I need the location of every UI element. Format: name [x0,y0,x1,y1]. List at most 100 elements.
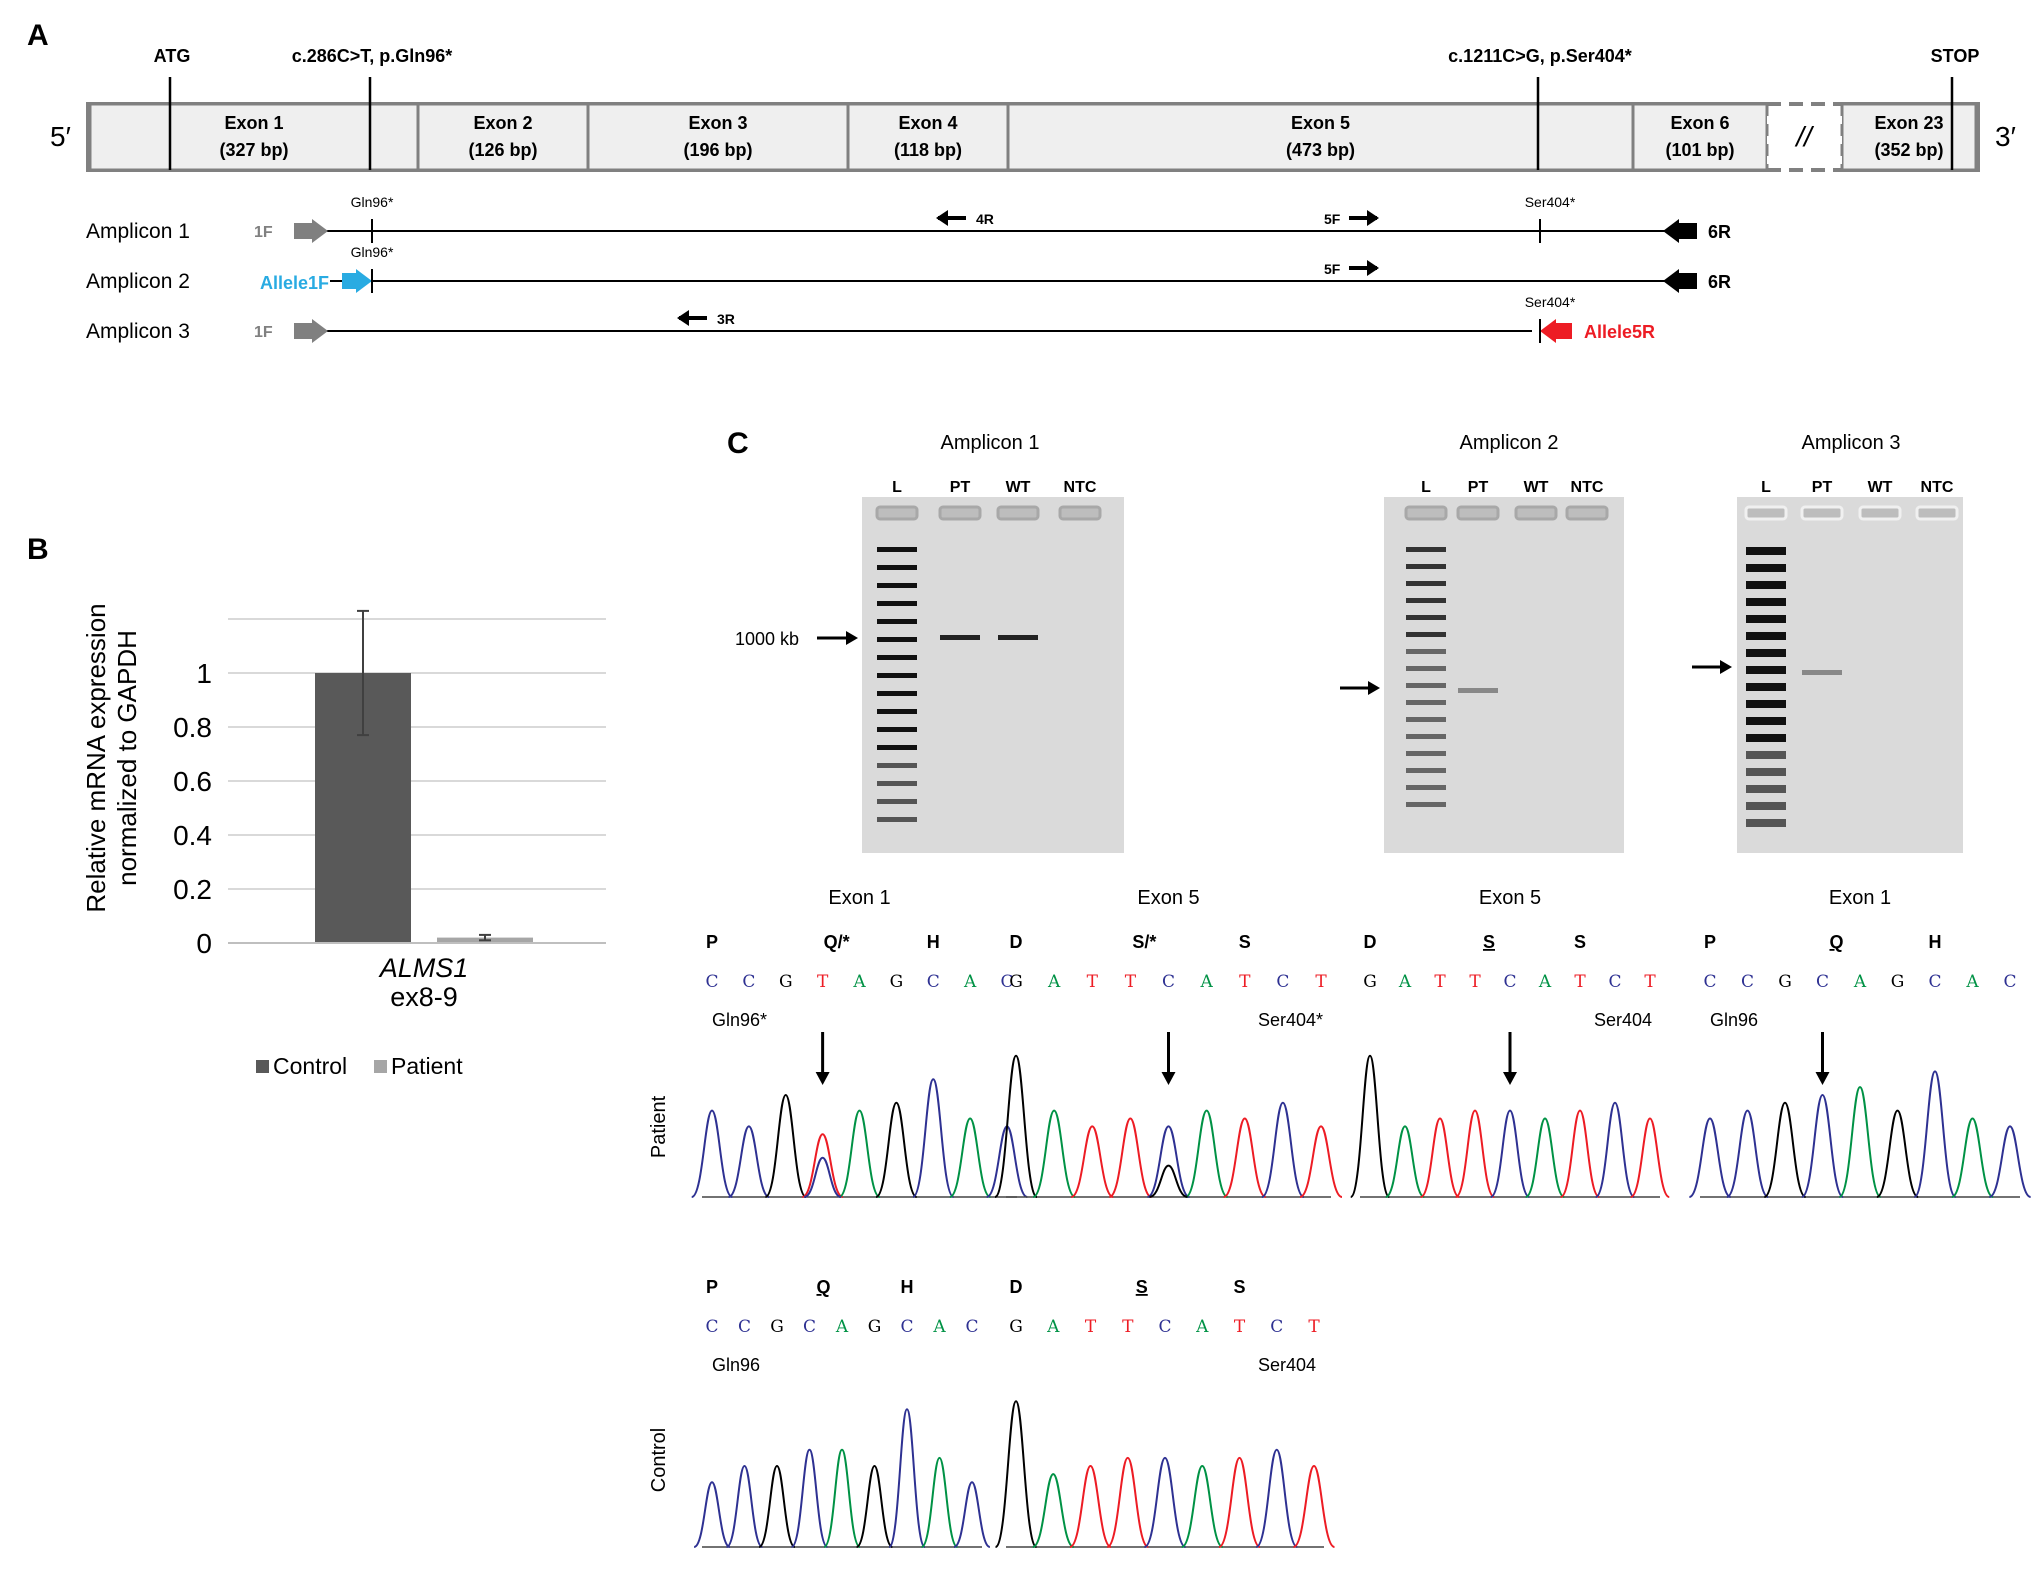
gel-well [1456,505,1500,521]
trace-peak [1032,1473,1075,1548]
base-call: C [705,972,718,992]
trace-peak [1108,1117,1152,1198]
trace-peak [912,1078,955,1198]
ladder-band [877,709,917,714]
lane-label: WT [1868,479,1893,496]
base-call: T [1308,1317,1320,1337]
amino-acid-label: S [1239,932,1251,952]
gel-title: Amplicon 2 [1460,432,1559,454]
sample-band [1458,688,1498,693]
ladder-band [1746,768,1786,776]
base-call: C [1158,1317,1171,1337]
break-dash [1767,102,1842,172]
trace-peak [838,1109,881,1198]
exon-size: (473 bp) [1286,140,1355,160]
ladder-band [877,799,917,804]
variant-note: Ser404 [1594,1010,1652,1030]
lane-label: PT [1812,479,1833,496]
primer-label-4r: 4R [976,211,994,227]
ladder-band [1406,751,1446,756]
trace-peak [1185,1109,1229,1198]
reverse-primer-arrow [1663,219,1697,243]
trace-peak [728,1125,770,1198]
y-axis-label: Relative mRNA expressionnormalized to GA… [81,603,142,912]
base-call: A [835,1317,849,1337]
mut1-label: c.286C>T, p.Gln96* [292,46,453,66]
base-call: G [1363,972,1377,992]
ladder-band [1746,700,1786,708]
break-dash-side [1765,104,1844,170]
amino-acid-label: P [706,932,718,952]
y-tick-label: 0.4 [173,820,212,851]
base-call: G [868,1317,882,1337]
trace-peak [790,1448,829,1548]
trace-peak [1630,1117,1670,1198]
ladder-band [1406,802,1446,807]
y-tick-label: 0.6 [173,766,212,797]
break-symbol: // [1794,121,1815,152]
variant-note: Ser404* [1258,1010,1323,1030]
trace-peak [1688,1117,1732,1198]
base-call: A [1965,972,1979,992]
ladder-band [1406,785,1446,790]
ladder-band [877,619,917,624]
base-call: G [779,972,793,992]
trace-peak [1032,1109,1076,1198]
ladder-band [1746,649,1786,657]
site-label-gln96: Gln96* [351,194,394,210]
base-call: C [742,972,755,992]
stop-label: STOP [1931,46,1980,66]
primer-4r-arrow-head [936,210,948,226]
base-call: T [1315,972,1327,992]
chromatogram-title: Exon 5 [1137,887,1199,909]
variant-note: Ser404 [1258,1355,1316,1375]
exon-box [88,102,420,172]
gel-arrow-head [1720,660,1732,674]
gel-well [1858,505,1902,521]
amplicon-label: Amplicon 1 [86,220,190,243]
ladder-band [1406,581,1446,586]
variant-arrow-head [1161,1072,1176,1085]
y-tick-label: 0.2 [173,874,212,905]
exon-box [846,102,1010,172]
amplicon-diagram: Amplicon 1 1F 6R 4R 5F Gln96* Ser404* Amplicon … [86,194,1731,343]
trace-peak-secondary [803,1156,842,1198]
trace-peak [758,1464,796,1548]
base-call: A [1199,972,1213,992]
amino-acid-label: H [927,932,940,952]
gel-arrow-head [1368,681,1380,695]
mut2-label: c.1211C>G, p.Ser404* [1448,46,1632,66]
row-label-control: Control [648,1428,670,1492]
sample-band [940,635,980,640]
ladder-band [1406,768,1446,773]
ladder-band [1406,632,1446,637]
variant-arrow-head [815,1072,830,1085]
amino-acid-label: S [1574,932,1586,952]
base-call: G [770,1317,784,1337]
panel-label-b: B [27,533,49,566]
exon-name: Exon 5 [1291,113,1350,133]
gel-size-marker-label: 1000 kb [735,629,799,649]
exon-size: (126 bp) [468,140,537,160]
gel-well [938,505,982,521]
trace-peak-secondary [1149,1164,1188,1198]
trace-peak [1147,1125,1190,1198]
amino-acid-label: H [1929,932,1942,952]
trace-peak [1181,1464,1224,1548]
trace-peak [1299,1125,1343,1198]
base-call: C [1162,972,1175,992]
chromatogram-panel: Exon 5 D S/* S G A T T C A T C T Ser404* [994,887,1343,1198]
gel-title: Amplicon 1 [941,432,1040,454]
ladder-band [1406,700,1446,705]
amino-acid-label: P [1704,932,1716,952]
ladder-band [1406,734,1446,739]
exon-box [1006,102,1635,172]
amplicon-label: Amplicon 3 [86,320,190,343]
primer-label-5f: 5F [1324,211,1341,227]
base-call: C [965,1317,978,1337]
trace-peak [875,1101,918,1198]
amplicon-label: Amplicon 2 [86,270,190,293]
trace-peak [1420,1117,1460,1198]
